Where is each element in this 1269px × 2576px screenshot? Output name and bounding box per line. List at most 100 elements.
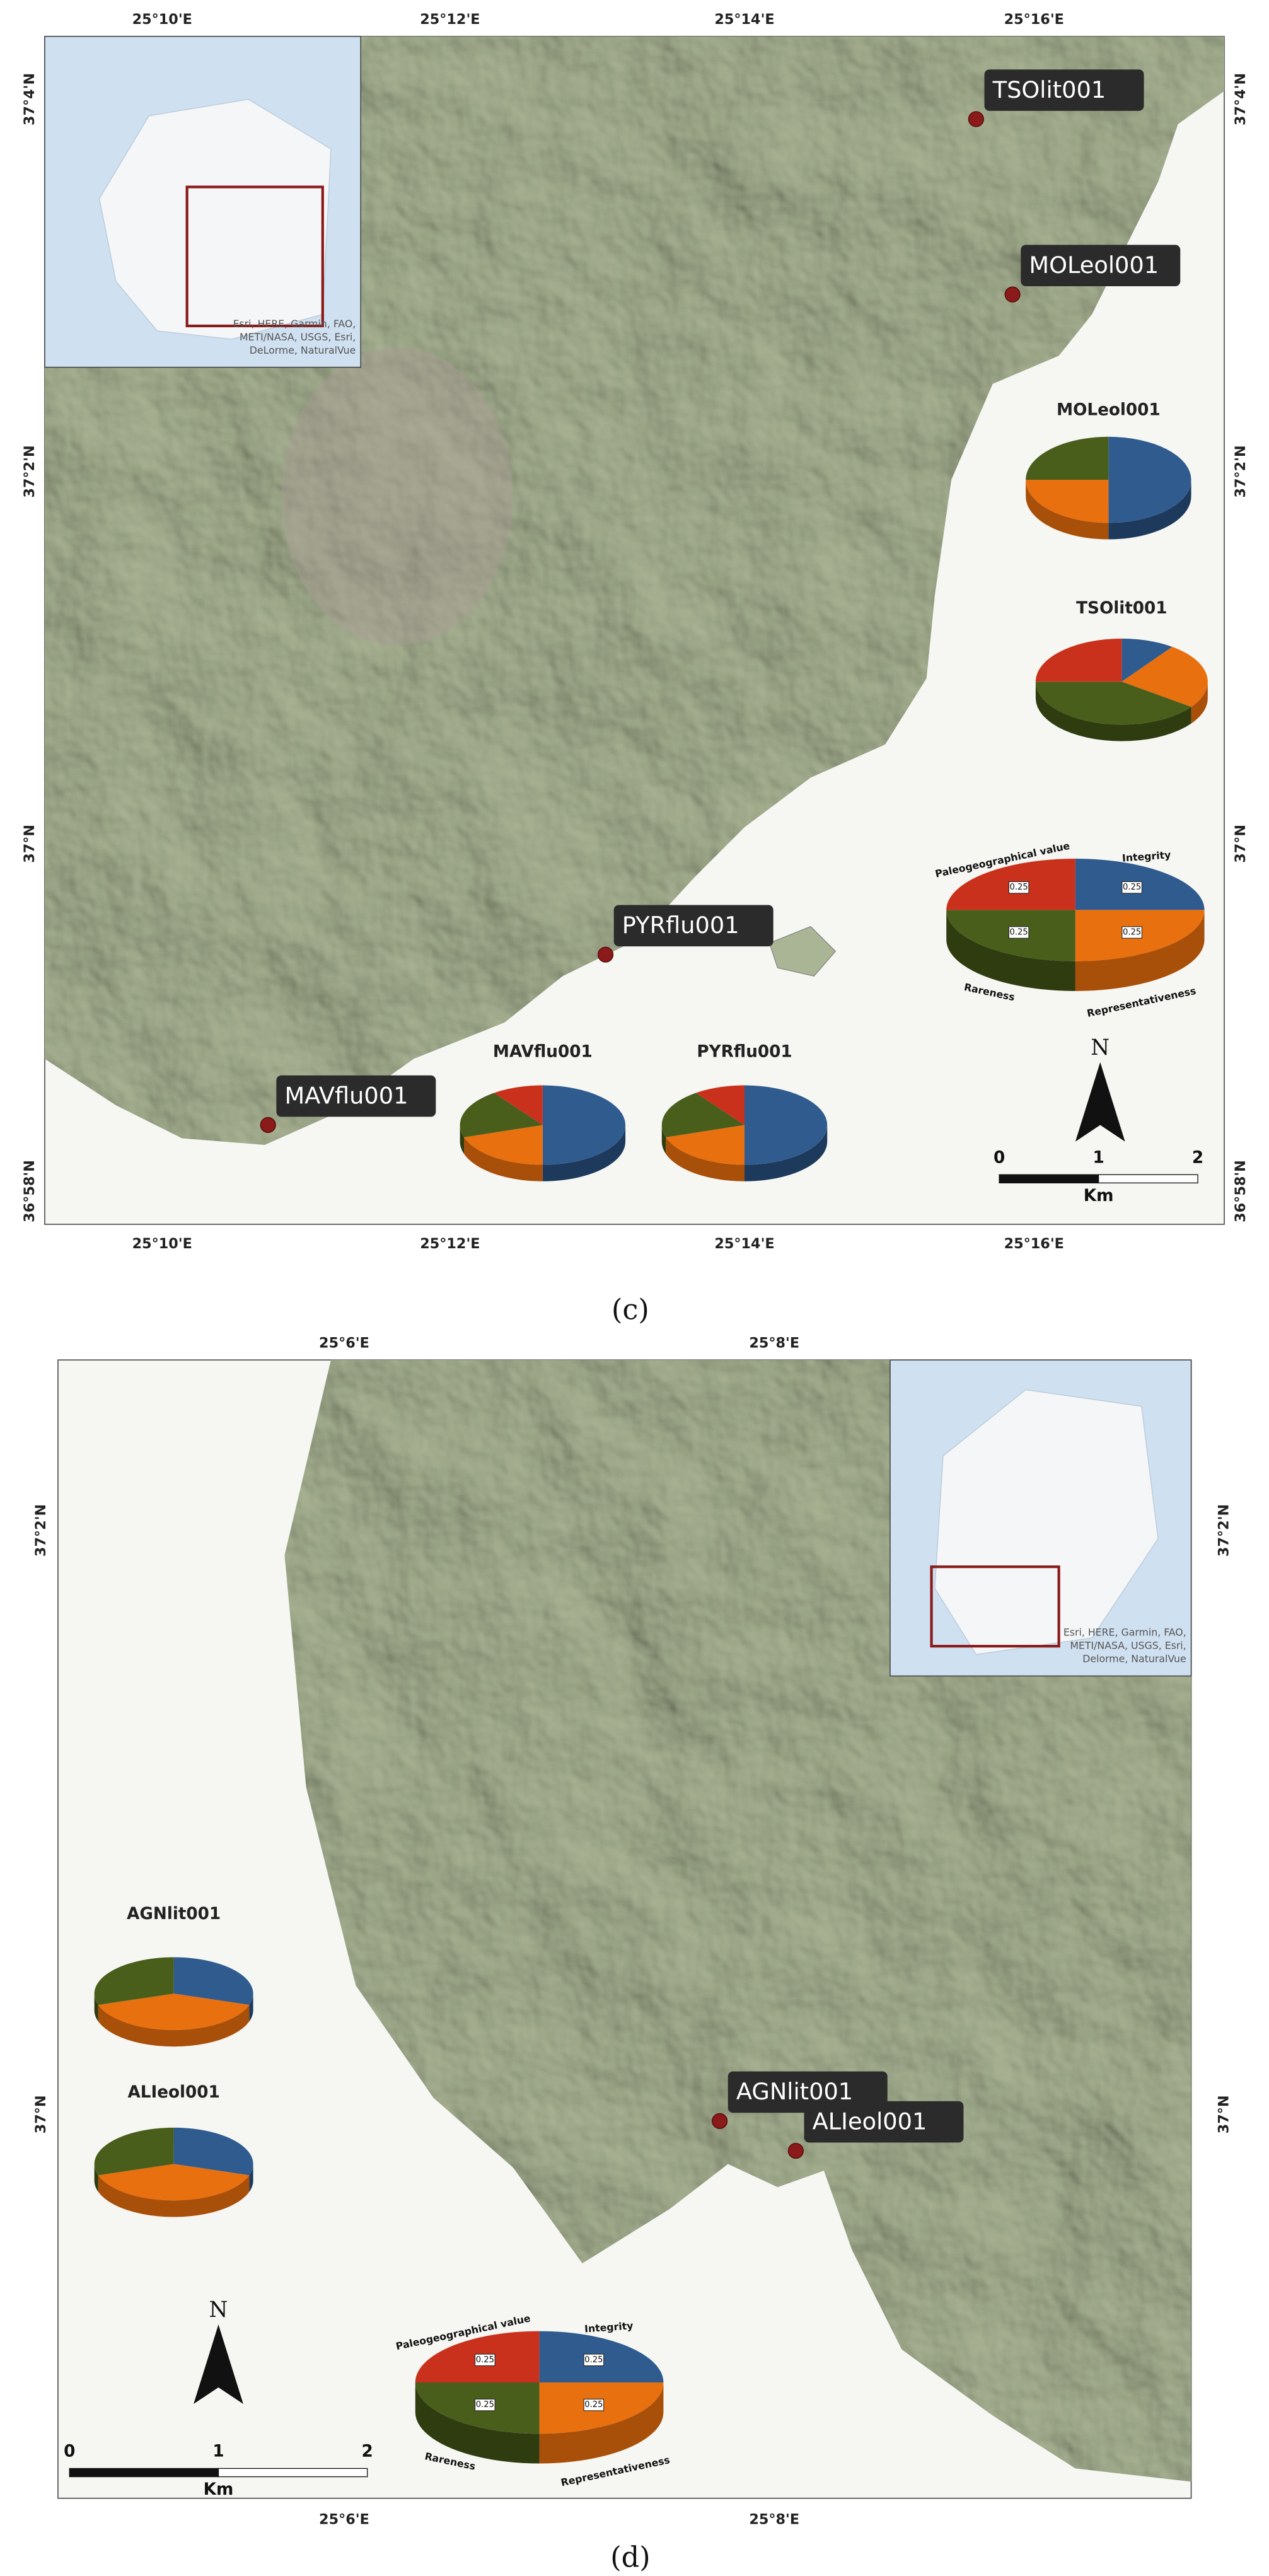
site-label: ALIeol001 (813, 2108, 927, 2135)
inset-attribution: METI/NASA, USGS, Esri, (240, 331, 356, 343)
panel-caption: (d) (610, 2541, 650, 2573)
pie-side (94, 1993, 98, 2022)
value-label-box (583, 2398, 605, 2411)
inset-island (934, 1389, 1159, 1655)
pie-slice (1026, 480, 1109, 523)
value-label: 0.25 (1010, 883, 1028, 892)
longitude-label: 25°16'E (1004, 1236, 1064, 1252)
latitude-label: 37°2'N (1232, 445, 1249, 497)
pie-slice (494, 1085, 543, 1125)
site-label: AGNlit001 (736, 2078, 853, 2105)
latitude-label: 37°2'N (33, 1504, 49, 1557)
pie-side (249, 2164, 253, 2192)
inset-attribution: Esri, HERE, Garmin, FAO, (233, 318, 356, 330)
latitude-label: 37°N (21, 825, 38, 863)
latitude-label: 37°N (33, 2095, 49, 2133)
pie-slice (1121, 647, 1208, 707)
pie-side (94, 2164, 98, 2192)
value-label-box (475, 2353, 495, 2367)
value-label-box (475, 2398, 495, 2411)
scale-unit: Km (204, 2480, 234, 2499)
pie-slice (464, 1125, 543, 1165)
scale-unit: Km (1084, 1186, 1114, 1205)
scale-tick-label: 1 (1092, 1148, 1104, 1167)
value-label-box (1008, 881, 1029, 894)
site-marker (1004, 286, 1021, 303)
pie-title: AGNlit001 (127, 1905, 221, 1923)
longitude-label: 25°14'E (714, 11, 774, 28)
value-label-box (583, 2353, 605, 2367)
pie-side (542, 1125, 626, 1181)
longitude-label: 25°8'E (749, 1335, 799, 1351)
pie-side (249, 1993, 253, 2022)
pie-title: PYRflu001 (697, 1043, 792, 1062)
pie-side (1108, 480, 1191, 540)
inset-attribution: METI/NASA, USGS, Esri, (1070, 1640, 1186, 1652)
latitude-label: 37°4'N (1232, 73, 1249, 125)
site-label-box (276, 1075, 436, 1117)
scale-tick-label: 2 (362, 2442, 373, 2461)
longitude-label: 25°8'E (749, 2511, 799, 2527)
value-label-box (1121, 881, 1142, 894)
pie-slice (695, 1085, 745, 1125)
pie-side (666, 1137, 745, 1181)
pie-slice (1026, 436, 1109, 480)
site-label-box (804, 2101, 964, 2143)
pie-slice (1035, 638, 1122, 682)
highland (281, 347, 513, 646)
pie-slice (173, 1957, 253, 2005)
pie-side (1026, 480, 1109, 540)
longitude-label: 25°6'E (319, 2511, 369, 2527)
site-label-box (984, 69, 1144, 111)
north-arrow (1075, 1062, 1125, 1142)
pie-slice (94, 1957, 174, 2005)
pie-slice (460, 1093, 543, 1137)
pie-title: MAVflu001 (493, 1043, 593, 1062)
north-arrow (194, 2324, 243, 2405)
site-marker (260, 1117, 276, 1134)
longitude-label: 25°16'E (1004, 11, 1064, 28)
scale-tick-label: 0 (994, 1148, 1005, 1167)
north-label: N (209, 2297, 228, 2323)
island (768, 925, 837, 977)
scale-tick-label: 1 (212, 2442, 224, 2461)
inset-extent (185, 185, 324, 328)
longitude-label: 25°14'E (714, 1236, 774, 1252)
pie-side (98, 2175, 250, 2217)
panel-caption: (c) (611, 1294, 649, 1326)
longitude-label: 25°10'E (132, 11, 192, 28)
pie-side (415, 2382, 540, 2464)
scale-tick-label: 0 (64, 2442, 75, 2461)
pie-slice (173, 2127, 253, 2176)
site-label: MAVflu001 (284, 1082, 408, 1109)
site-label: MOLeol001 (1029, 252, 1159, 279)
latitude-label: 37°2'N (1216, 1504, 1232, 1557)
pie-slice (98, 2164, 250, 2201)
latitude-label: 36°58'N (21, 1160, 38, 1222)
longitude-label: 25°6'E (319, 1335, 369, 1351)
scale-bar-dark (69, 2468, 219, 2478)
north-label: N (1091, 1035, 1110, 1060)
pie-slice (661, 1093, 745, 1137)
pie-side (946, 910, 1075, 991)
pie-side (1075, 910, 1205, 991)
latitude-label: 37°2'N (21, 445, 38, 497)
scale-bar-dark (999, 1174, 1099, 1184)
map-panel: Esri, HERE, Garmin, FAO,METI/NASA, USGS,… (21, 11, 1249, 1326)
longitude-label: 25°12'E (420, 11, 480, 28)
pie-side (539, 2382, 664, 2464)
pie-side (1191, 682, 1208, 724)
pie-title: ALIeol001 (127, 2083, 219, 2102)
pie-side (745, 1125, 828, 1181)
scale-bar-light (1098, 1174, 1198, 1184)
latitude-label: 37°4'N (21, 73, 38, 125)
pie-title: MOLeol001 (1057, 400, 1161, 419)
value-label: 0.25 (584, 2400, 603, 2410)
value-label-box (1008, 926, 1029, 939)
pie-side (98, 2005, 250, 2047)
inset-attribution: DeLorme, NaturalVue (250, 344, 356, 356)
scale-bar-light (217, 2468, 368, 2478)
pie-slice (1121, 638, 1173, 682)
